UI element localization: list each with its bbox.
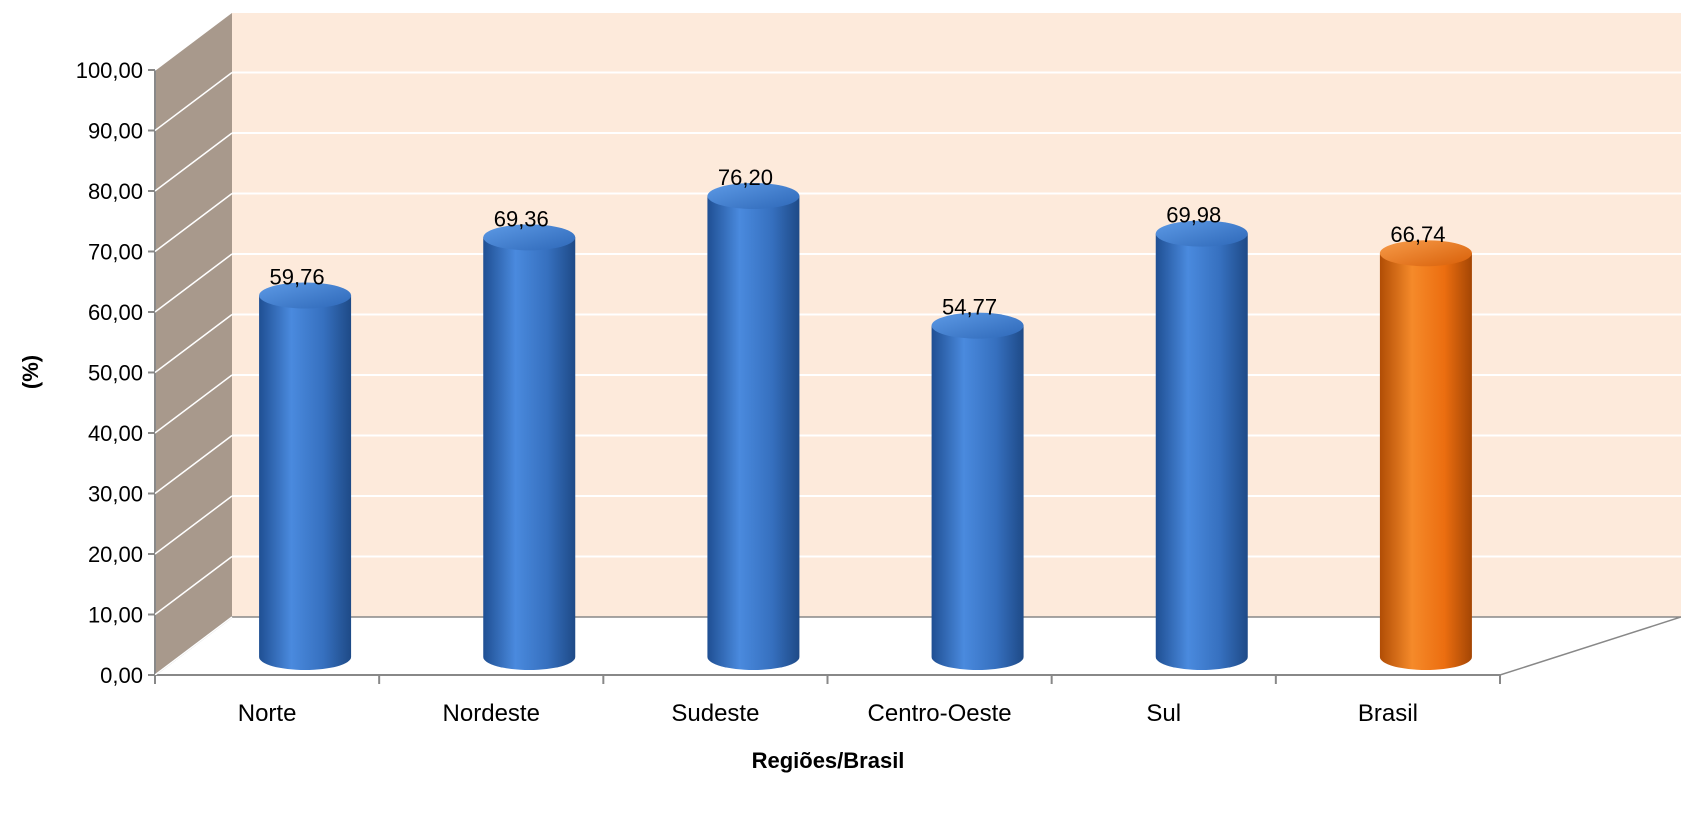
x-tick-label: Norte <box>238 700 297 727</box>
y-tick-label: 80,00 <box>88 179 143 204</box>
bar-brasil <box>1379 240 1472 670</box>
data-label: 69,36 <box>494 206 549 231</box>
y-tick-label: 20,00 <box>88 542 143 567</box>
side-gridline <box>154 253 233 313</box>
bar-top <box>259 282 352 309</box>
side-gridline <box>154 71 233 132</box>
data-label: 59,76 <box>270 264 325 289</box>
y-tick-label: 90,00 <box>88 119 143 144</box>
bar-body <box>483 237 576 670</box>
x-tick-label: Sudeste <box>671 700 759 727</box>
y-tick-label: 0,00 <box>100 663 143 688</box>
bar-sudeste <box>707 182 800 671</box>
side-gridline <box>154 192 233 253</box>
bar-body <box>707 195 800 671</box>
side-gridline <box>154 495 233 555</box>
y-tick-label: 50,00 <box>88 361 143 386</box>
data-label: 66,74 <box>1390 222 1445 247</box>
side-gridline <box>154 313 233 374</box>
bar-norte <box>259 282 352 670</box>
y-tick-label: 10,00 <box>88 603 143 628</box>
y-tick-label: 100,00 <box>76 58 143 83</box>
x-tick-labels: Norte Nordeste Sudeste Centro-Oeste Sul Brasi… <box>238 700 1418 727</box>
bar-top <box>483 224 576 251</box>
side-gridline <box>154 434 233 495</box>
bar-sul <box>1155 220 1248 670</box>
y-axis-title: (%) <box>18 355 43 389</box>
bar-top <box>707 182 800 209</box>
x-axis-title: Regiões/Brasil <box>752 748 905 773</box>
data-label: 54,77 <box>942 295 997 320</box>
y-tick-label: 70,00 <box>88 240 143 265</box>
x-tick-label: Centro-Oeste <box>868 700 1012 727</box>
side-gridline <box>154 616 233 676</box>
data-label: 69,98 <box>1166 203 1221 228</box>
y-tick-label: 60,00 <box>88 300 143 325</box>
bar-body <box>1155 233 1248 670</box>
bar-body <box>1379 253 1472 670</box>
side-gridline <box>154 132 233 192</box>
bar-top <box>931 312 1024 339</box>
bars <box>259 182 1472 671</box>
bar-top <box>1155 220 1248 247</box>
x-tick-label: Brasil <box>1358 700 1418 727</box>
bar-nordeste <box>483 224 576 670</box>
y-tick-label: 30,00 <box>88 482 143 507</box>
bar-body <box>259 295 352 670</box>
data-labels: 59,76 69,36 76,20 54,77 69,98 66,74 <box>270 165 1446 320</box>
bar-centro-oeste <box>931 312 1024 670</box>
data-label: 76,20 <box>718 165 773 190</box>
side-gridline <box>154 11 233 71</box>
x-tick-label: Sul <box>1146 700 1181 727</box>
side-gridline <box>154 555 233 616</box>
side-gridline <box>154 374 233 434</box>
y-tick-label: 40,00 <box>88 421 143 446</box>
bar-top <box>1379 240 1472 267</box>
x-tick-label: Nordeste <box>443 700 540 727</box>
bar-body <box>931 325 1024 670</box>
y-tick-labels: 0,00 10,00 20,00 30,00 40,00 50,00 60,00 70,00 8… <box>76 58 143 688</box>
